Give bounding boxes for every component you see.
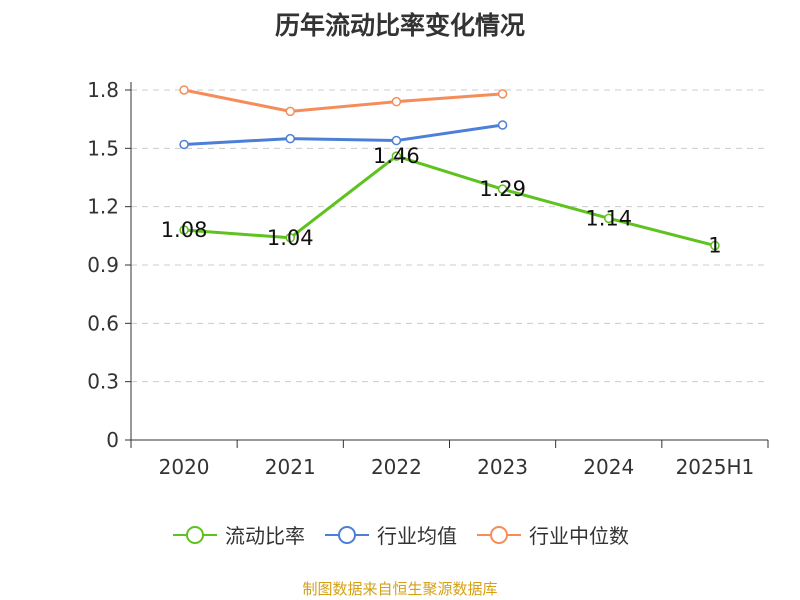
y-tick-label: 1.5 bbox=[87, 136, 119, 160]
legend-label: 行业均值 bbox=[377, 524, 457, 548]
data-point[interactable] bbox=[391, 151, 402, 161]
series-line bbox=[183, 154, 716, 248]
data-label: 1.04 bbox=[267, 226, 314, 250]
axes: 0 0.3 0.6 0.9 1.2 1.5 1.8 2020 2021 2022 2023 2024 2… bbox=[87, 78, 769, 479]
data-point[interactable] bbox=[710, 240, 720, 251]
data-label: 1.46 bbox=[373, 144, 420, 168]
data-label: 1.14 bbox=[585, 206, 632, 230]
legend-item-industry-median[interactable]: 行业中位数 bbox=[475, 520, 629, 549]
x-tick-label: 2023 bbox=[477, 455, 528, 479]
data-point[interactable] bbox=[285, 106, 295, 117]
data-label: 1 bbox=[708, 234, 721, 258]
y-tick-label: 0 bbox=[106, 428, 119, 452]
legend-item-industry-mean[interactable]: 行业均值 bbox=[323, 520, 457, 549]
legend-item-current-ratio[interactable]: 流动比率 bbox=[171, 520, 305, 549]
legend-label: 行业中位数 bbox=[529, 524, 629, 548]
y-tick-label: 0.6 bbox=[87, 311, 119, 335]
legend-label: 流动比率 bbox=[225, 524, 305, 548]
data-label: 1.29 bbox=[479, 177, 526, 201]
x-tick-label: 2025H1 bbox=[676, 455, 755, 479]
data-point[interactable] bbox=[497, 120, 508, 130]
x-tick-label: 2021 bbox=[265, 455, 316, 479]
x-tick-label: 2024 bbox=[583, 455, 634, 479]
data-point[interactable] bbox=[285, 233, 295, 243]
data-point[interactable] bbox=[604, 213, 614, 224]
chart-title: 历年流动比率变化情况 bbox=[274, 11, 525, 40]
series-line bbox=[184, 123, 503, 146]
data-point[interactable] bbox=[391, 135, 402, 146]
x-tick-label: 2022 bbox=[371, 455, 422, 479]
data-point[interactable] bbox=[497, 184, 508, 194]
legend-marker-icon bbox=[325, 525, 369, 544]
data-point[interactable] bbox=[179, 139, 189, 150]
y-tick-label: 0.3 bbox=[87, 370, 119, 394]
x-tick-label: 2020 bbox=[159, 455, 210, 479]
series-line bbox=[183, 88, 503, 113]
legend: 流动比率 行业均值 行业中位数 bbox=[0, 520, 800, 549]
data-point[interactable] bbox=[391, 96, 402, 107]
series-lines bbox=[179, 85, 720, 251]
legend-marker-icon bbox=[477, 525, 521, 544]
y-tick-label: 1.8 bbox=[87, 78, 119, 102]
grid-lines bbox=[131, 89, 768, 383]
data-point[interactable] bbox=[179, 85, 189, 95]
y-tick-label: 0.9 bbox=[87, 253, 119, 277]
y-tick-label: 1.2 bbox=[87, 195, 119, 219]
data-point[interactable] bbox=[285, 133, 295, 144]
data-point[interactable] bbox=[179, 225, 189, 235]
source-note: 制图数据来自恒生聚源数据库 bbox=[302, 580, 498, 598]
data-point[interactable] bbox=[497, 89, 508, 99]
data-labels: 1.08 1.04 1.46 1.29 1.14 1 bbox=[161, 144, 722, 257]
legend-marker-icon bbox=[173, 525, 217, 544]
data-label: 1.08 bbox=[161, 218, 208, 242]
